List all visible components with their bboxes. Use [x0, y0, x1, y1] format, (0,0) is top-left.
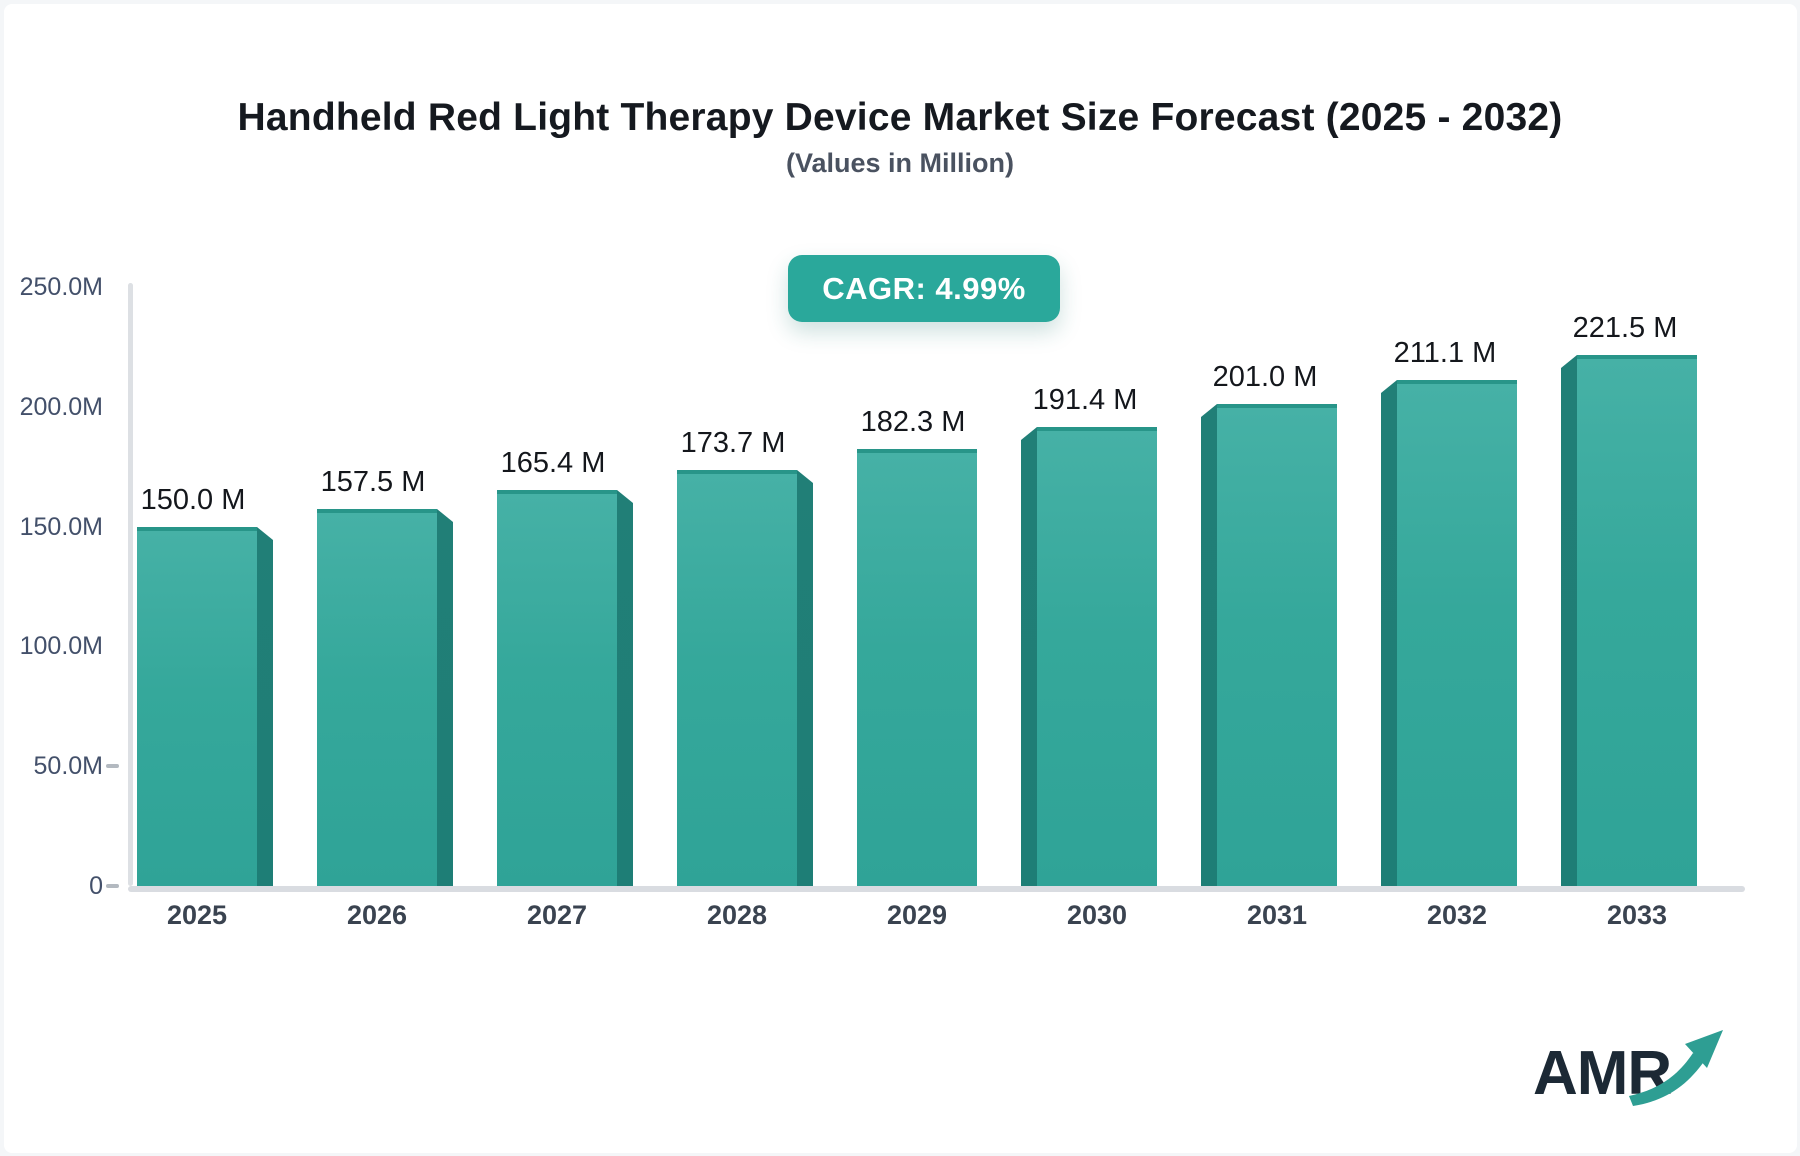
bar-value-label-2028: 173.7 M	[680, 427, 786, 459]
x-tick-label-2028: 2028	[706, 900, 768, 930]
y-tick-label-150.0M: 150.0M	[19, 512, 103, 541]
bar-value-label-2029: 182.3 M	[860, 406, 966, 438]
bar-value-label-2027: 165.4 M	[500, 447, 606, 479]
bar-side-face	[797, 470, 813, 886]
cagr-badge-label: CAGR: 4.99%	[822, 270, 1026, 306]
bar-2027	[497, 490, 617, 886]
bar-2025	[137, 527, 257, 886]
bar-2030	[1037, 427, 1157, 886]
x-tick-label-2031: 2031	[1246, 900, 1308, 930]
bar-value-label-2033: 221.5 M	[1572, 312, 1678, 344]
x-axis-baseline	[128, 886, 1745, 892]
bar-side-face	[617, 490, 633, 886]
chart-title: Handheld Red Light Therapy Device Market…	[237, 96, 1563, 139]
y-tick-label-250.0M: 250.0M	[19, 273, 103, 301]
bar-value-label-2026: 157.5 M	[320, 466, 426, 498]
bar-2028	[677, 470, 797, 886]
x-tick-label-2033: 2033	[1606, 900, 1668, 930]
y-tick-label-200.0M: 200.0M	[19, 392, 103, 421]
chart-subtitle: (Values in Million)	[785, 148, 1015, 178]
y-axis-line	[128, 283, 133, 886]
bar-side-face	[437, 509, 453, 886]
x-tick-label-2025: 2025	[166, 900, 228, 930]
x-tick-label-2030: 2030	[1066, 900, 1128, 930]
bar-value-label-2025: 150.0 M	[140, 484, 246, 516]
x-tick-label-2029: 2029	[886, 900, 948, 930]
amr-logo: AMR	[1533, 1030, 1723, 1108]
bar-side-face	[1021, 427, 1037, 886]
bar-2033	[1577, 355, 1697, 886]
cagr-badge: CAGR: 4.99%	[788, 255, 1060, 322]
bar-2026	[317, 509, 437, 886]
x-tick-label-2027: 2027	[526, 900, 588, 930]
x-tick-label-2026: 2026	[346, 900, 408, 930]
y-tick-label-100.0M: 100.0M	[19, 632, 103, 661]
bar-value-label-2030: 191.4 M	[1032, 384, 1138, 416]
bar-value-label-2032: 211.1 M	[1393, 337, 1497, 369]
bar-2031	[1217, 404, 1337, 886]
bar-side-face	[257, 527, 273, 886]
bar-side-face	[1201, 404, 1217, 886]
x-tick-label-2032: 2032	[1426, 900, 1488, 930]
growth-arrow-icon	[1629, 1030, 1723, 1106]
bar-2032	[1397, 380, 1517, 886]
y-tick-dash	[106, 764, 119, 769]
y-tick-dash	[106, 884, 119, 888]
bar-value-label-2031: 201.0 M	[1212, 361, 1318, 393]
bar-side-face	[1381, 380, 1397, 886]
bar-side-face	[1561, 355, 1577, 886]
bar-2029	[857, 449, 977, 886]
y-tick-label-0: 0	[89, 872, 103, 900]
y-tick-label-50.0M: 50.0M	[33, 752, 103, 781]
